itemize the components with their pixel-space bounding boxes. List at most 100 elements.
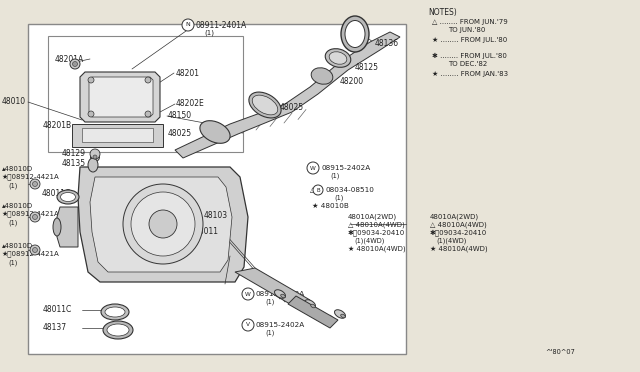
Polygon shape: [72, 124, 163, 147]
Circle shape: [313, 185, 323, 195]
Text: ★ⓝ08912-4421A: ★ⓝ08912-4421A: [2, 174, 60, 180]
Text: (1): (1): [8, 183, 17, 189]
Circle shape: [131, 192, 195, 256]
Text: 48010A(2WD): 48010A(2WD): [430, 214, 479, 220]
Text: ★ⓝ08912-4421A: ★ⓝ08912-4421A: [2, 211, 60, 217]
Text: 48201B: 48201B: [43, 122, 72, 131]
Text: 48150: 48150: [168, 112, 192, 121]
Ellipse shape: [329, 52, 347, 64]
Text: 08911-2401A: 08911-2401A: [196, 20, 247, 29]
Text: (1): (1): [330, 173, 339, 179]
Ellipse shape: [101, 304, 129, 320]
Circle shape: [30, 245, 40, 255]
Text: 48011C: 48011C: [43, 305, 72, 314]
Text: ★ ........ FROM JAN.'83: ★ ........ FROM JAN.'83: [432, 71, 508, 77]
Text: ✱Ⓑ09034-20410: ✱Ⓑ09034-20410: [348, 230, 405, 236]
Ellipse shape: [57, 190, 79, 204]
Text: 48103: 48103: [204, 211, 228, 219]
Text: (1)(4WD): (1)(4WD): [354, 238, 385, 244]
Text: 48011C: 48011C: [42, 189, 71, 199]
Circle shape: [30, 212, 40, 222]
Circle shape: [145, 111, 151, 117]
Text: 48136: 48136: [375, 39, 399, 48]
Text: N: N: [186, 22, 190, 28]
Text: TO JUN.'80: TO JUN.'80: [448, 27, 485, 33]
Text: 48010A(2WD): 48010A(2WD): [348, 214, 397, 220]
Ellipse shape: [340, 314, 346, 318]
Ellipse shape: [281, 294, 285, 298]
Circle shape: [33, 215, 38, 219]
Circle shape: [72, 61, 77, 67]
Circle shape: [307, 162, 319, 174]
Text: (1): (1): [8, 220, 17, 226]
Circle shape: [123, 184, 203, 264]
Text: (1): (1): [204, 30, 214, 36]
Text: 48011: 48011: [195, 228, 219, 237]
Text: 08915-2402A: 08915-2402A: [321, 165, 371, 171]
Polygon shape: [82, 128, 153, 142]
Text: ▴48010D: ▴48010D: [2, 166, 33, 172]
Text: 48135: 48135: [62, 160, 86, 169]
Circle shape: [33, 247, 38, 253]
Ellipse shape: [310, 304, 316, 308]
Circle shape: [242, 288, 254, 300]
Text: 48025: 48025: [280, 103, 304, 112]
Ellipse shape: [305, 300, 316, 308]
Circle shape: [70, 59, 80, 69]
Circle shape: [88, 77, 94, 83]
Text: ▴48010D: ▴48010D: [2, 243, 33, 249]
Text: ★ 48010A(4WD): ★ 48010A(4WD): [348, 246, 406, 252]
Text: △ 48010A(4WD): △ 48010A(4WD): [430, 222, 487, 228]
Ellipse shape: [53, 218, 61, 236]
Text: V: V: [246, 323, 250, 327]
Polygon shape: [89, 77, 153, 117]
Ellipse shape: [252, 95, 278, 115]
Circle shape: [93, 155, 97, 159]
Polygon shape: [175, 32, 400, 158]
Polygon shape: [288, 296, 338, 328]
Circle shape: [149, 210, 177, 238]
Polygon shape: [78, 167, 248, 282]
Text: △ ........ FROM JUN.'79: △ ........ FROM JUN.'79: [432, 19, 508, 25]
Text: 48137: 48137: [43, 324, 67, 333]
Polygon shape: [57, 207, 78, 247]
Ellipse shape: [200, 121, 230, 143]
Text: ^'80^07: ^'80^07: [545, 349, 575, 355]
Text: ✱ ........ FROM JUL.'80: ✱ ........ FROM JUL.'80: [432, 53, 507, 59]
Circle shape: [33, 182, 38, 186]
Circle shape: [88, 111, 94, 117]
Text: (1)(4WD): (1)(4WD): [436, 238, 467, 244]
Ellipse shape: [311, 68, 333, 84]
Polygon shape: [235, 268, 310, 304]
Ellipse shape: [61, 192, 76, 202]
Text: TO DEC.'82: TO DEC.'82: [448, 61, 487, 67]
Text: B: B: [316, 187, 320, 192]
Text: ★ⓝ08912-4421A: ★ⓝ08912-4421A: [2, 251, 60, 257]
Ellipse shape: [249, 92, 281, 118]
Text: △: △: [310, 187, 315, 193]
Text: NOTES): NOTES): [428, 7, 457, 16]
Bar: [28, 24, 406, 354]
Text: ★ ........ FROM JUL.'80: ★ ........ FROM JUL.'80: [432, 37, 508, 43]
Circle shape: [145, 77, 151, 83]
Text: 48200: 48200: [340, 77, 364, 87]
Ellipse shape: [88, 158, 98, 172]
Text: 48201: 48201: [176, 68, 200, 77]
Text: (1): (1): [334, 195, 344, 201]
Polygon shape: [90, 177, 232, 272]
Text: 08915-2402A: 08915-2402A: [256, 291, 305, 297]
Circle shape: [242, 319, 254, 331]
Circle shape: [90, 149, 100, 159]
Text: W: W: [245, 292, 251, 296]
Ellipse shape: [103, 321, 133, 339]
Text: 48010: 48010: [2, 97, 26, 106]
Polygon shape: [80, 72, 160, 122]
Circle shape: [30, 179, 40, 189]
Text: (1): (1): [265, 330, 275, 336]
Text: (1): (1): [265, 299, 275, 305]
Ellipse shape: [105, 307, 125, 317]
Text: ▴48010D: ▴48010D: [2, 203, 33, 209]
Bar: [48, 36, 243, 152]
Text: 48125: 48125: [355, 62, 379, 71]
Text: 48129: 48129: [62, 148, 86, 157]
